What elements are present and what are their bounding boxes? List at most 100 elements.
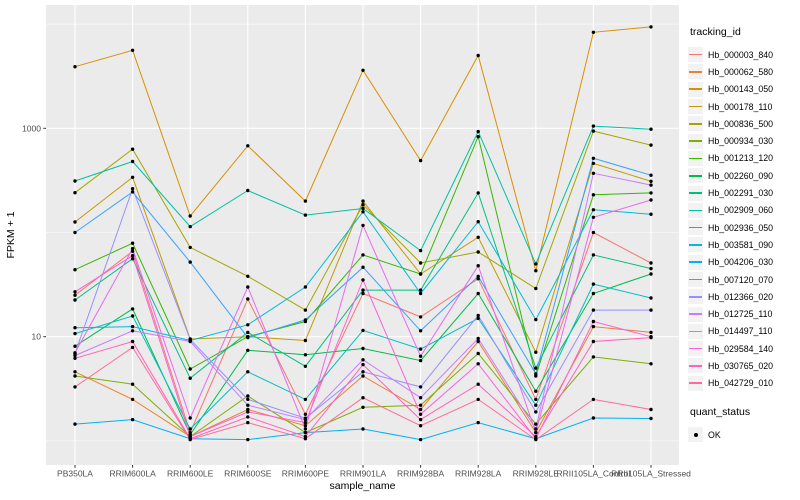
data-point [418, 158, 423, 163]
data-point [246, 403, 250, 407]
legend-item-Hb_042729_010: Hb_042729_010 [688, 375, 800, 392]
data-point [130, 382, 135, 386]
data-point [73, 191, 77, 195]
legend-key-swatch [688, 375, 703, 391]
data-point [649, 191, 653, 195]
data-point [130, 241, 135, 245]
data-point [534, 389, 538, 393]
data-point [476, 135, 480, 139]
legend-item-Hb_002291_030: Hb_002291_030 [688, 184, 800, 201]
legend-item-label: Hb_002260_090 [708, 170, 774, 181]
data-point [649, 362, 653, 366]
data-point [73, 344, 77, 348]
legend-item-Hb_029584_140: Hb_029584_140 [688, 340, 800, 357]
x-tick-label: RRIM600LE [167, 469, 214, 479]
data-point [476, 277, 480, 281]
data-point [361, 199, 365, 203]
data-point [130, 159, 135, 164]
data-point [246, 285, 250, 289]
legend-item-label: Hb_007120_070 [708, 274, 774, 285]
data-point [534, 269, 538, 273]
data-point [246, 394, 250, 398]
data-point [361, 396, 365, 400]
legend-item-Hb_030765_020: Hb_030765_020 [688, 357, 800, 374]
series-color-line-icon [689, 192, 702, 194]
legend-item-Hb_007120_070: Hb_007120_070 [688, 271, 800, 288]
data-point [130, 249, 135, 253]
data-point [73, 293, 77, 297]
data-point [73, 326, 77, 330]
data-point [361, 358, 365, 362]
series-color-line-icon [689, 140, 702, 142]
data-point [591, 308, 596, 312]
data-point [303, 417, 308, 422]
data-point [361, 370, 365, 374]
series-color-line-icon [689, 261, 702, 263]
legend-item-Hb_000178_110: Hb_000178_110 [688, 98, 800, 115]
data-point [418, 329, 423, 333]
data-point [130, 307, 135, 311]
data-point [188, 245, 192, 250]
data-point [246, 330, 250, 335]
data-point [649, 308, 653, 312]
data-point [534, 430, 538, 435]
series-color-line-icon [689, 347, 702, 350]
data-point [246, 144, 250, 148]
data-point [246, 370, 250, 374]
legend-item-Hb_002936_050: Hb_002936_050 [688, 219, 800, 236]
data-point [649, 407, 653, 412]
data-point [476, 339, 480, 344]
data-point [303, 364, 308, 368]
data-point [476, 362, 480, 366]
data-point [303, 199, 308, 203]
legend-key-swatch [688, 358, 703, 374]
data-point [73, 374, 77, 378]
data-point [649, 183, 653, 187]
legend-item-Hb_000062_580: Hb_000062_580 [688, 63, 800, 80]
data-point [188, 376, 192, 380]
data-point [418, 315, 423, 319]
legend-item-Hb_001213_120: Hb_001213_120 [688, 150, 800, 167]
data-point [534, 286, 538, 291]
data-point [418, 354, 423, 358]
data-point [361, 253, 365, 257]
legend-item-Hb_012366_020: Hb_012366_020 [688, 288, 800, 305]
x-tick-label: RRIM600LA [109, 469, 156, 479]
data-point [649, 25, 653, 29]
data-point [534, 437, 538, 442]
legend-item-label: Hb_000062_580 [708, 66, 774, 77]
legend-item-Hb_002260_090: Hb_002260_090 [688, 167, 800, 184]
data-point [361, 291, 365, 296]
data-point [476, 382, 480, 386]
series-color-line-icon [689, 71, 702, 73]
data-point [418, 347, 423, 351]
legend-key-swatch [688, 289, 703, 305]
legend-key-swatch [688, 323, 703, 339]
data-point [130, 190, 135, 194]
data-point [130, 314, 135, 318]
data-point [418, 261, 423, 265]
data-point [303, 308, 308, 312]
data-point [649, 143, 653, 147]
legend-key-swatch [688, 341, 703, 357]
data-point [418, 288, 423, 292]
data-point [246, 410, 250, 414]
data-point [591, 30, 596, 34]
legend-item-Hb_014497_110: Hb_014497_110 [688, 323, 800, 340]
legend-item-Hb_000836_500: Hb_000836_500 [688, 115, 800, 132]
data-point [73, 351, 77, 355]
data-point [303, 353, 308, 357]
data-point [418, 291, 423, 296]
data-point [649, 173, 653, 177]
data-point [591, 161, 596, 166]
data-point [418, 437, 423, 442]
x-tick-label: RRII105LA_Control [557, 469, 631, 479]
legend-item-label: Hb_012725_110 [708, 309, 773, 320]
data-point [591, 124, 596, 128]
data-point [361, 362, 365, 367]
data-point [591, 215, 596, 219]
data-point [130, 257, 135, 261]
data-point [591, 291, 596, 296]
legend-key-swatch [688, 81, 703, 97]
data-point [591, 416, 596, 420]
